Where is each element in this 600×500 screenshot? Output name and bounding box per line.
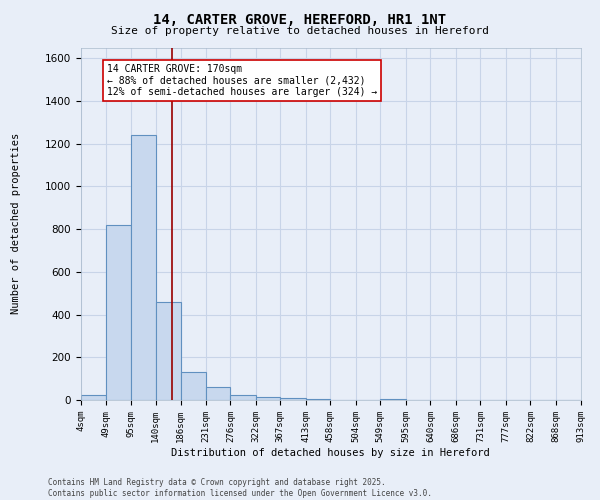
Bar (305, 399, 331, 400)
Text: Size of property relative to detached houses in Hereford: Size of property relative to detached ho… (111, 26, 489, 36)
Bar (181, 372, 206, 400)
Bar (380, 399, 406, 400)
X-axis label: Distribution of detached houses by size in Hereford: Distribution of detached houses by size … (171, 448, 490, 458)
Text: 14, CARTER GROVE, HEREFORD, HR1 1NT: 14, CARTER GROVE, HEREFORD, HR1 1NT (154, 12, 446, 26)
Y-axis label: Number of detached properties: Number of detached properties (11, 133, 21, 314)
Text: 14 CARTER GROVE: 170sqm
← 88% of detached houses are smaller (2,432)
12% of semi: 14 CARTER GROVE: 170sqm ← 88% of detache… (107, 64, 377, 96)
Bar (81, 394, 106, 400)
Bar (131, 135, 155, 400)
Bar (106, 225, 131, 400)
Bar (280, 398, 305, 400)
Bar (256, 397, 280, 400)
Bar (206, 387, 230, 400)
Bar (155, 302, 181, 400)
Bar (230, 394, 256, 400)
Text: Contains HM Land Registry data © Crown copyright and database right 2025.
Contai: Contains HM Land Registry data © Crown c… (48, 478, 432, 498)
